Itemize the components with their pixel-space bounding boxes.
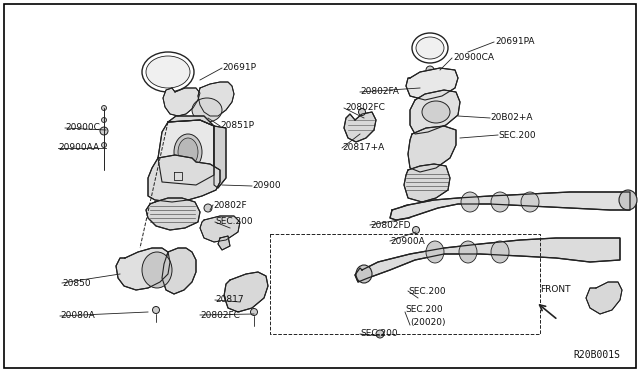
- Ellipse shape: [376, 330, 384, 338]
- Text: 20691P: 20691P: [222, 64, 256, 73]
- Text: 20900CA: 20900CA: [453, 54, 494, 62]
- Polygon shape: [390, 192, 630, 220]
- Text: 20817+A: 20817+A: [342, 144, 384, 153]
- Polygon shape: [410, 90, 460, 134]
- Polygon shape: [586, 282, 622, 314]
- Ellipse shape: [459, 241, 477, 263]
- Text: FRONT: FRONT: [540, 285, 570, 295]
- Ellipse shape: [491, 192, 509, 212]
- Text: 20900: 20900: [252, 182, 280, 190]
- Polygon shape: [200, 216, 240, 242]
- Text: 20802FC: 20802FC: [345, 103, 385, 112]
- Text: SEC.200: SEC.200: [408, 286, 445, 295]
- Ellipse shape: [174, 134, 202, 170]
- Text: 20802FD: 20802FD: [370, 221, 410, 230]
- Polygon shape: [162, 248, 196, 294]
- Text: 20802F: 20802F: [213, 201, 246, 209]
- Polygon shape: [146, 198, 200, 230]
- Ellipse shape: [102, 118, 106, 122]
- Text: 20850: 20850: [62, 279, 91, 288]
- Polygon shape: [148, 155, 220, 202]
- Polygon shape: [168, 116, 214, 126]
- Ellipse shape: [152, 307, 159, 314]
- Polygon shape: [408, 126, 456, 172]
- Polygon shape: [404, 164, 450, 202]
- Ellipse shape: [192, 98, 222, 122]
- Text: 20900AA: 20900AA: [58, 144, 99, 153]
- Ellipse shape: [619, 190, 637, 210]
- Ellipse shape: [100, 127, 108, 135]
- Ellipse shape: [426, 241, 444, 263]
- Text: 20851P: 20851P: [220, 122, 254, 131]
- Ellipse shape: [356, 265, 372, 283]
- Ellipse shape: [521, 192, 539, 212]
- Polygon shape: [218, 236, 230, 250]
- Text: 20900A: 20900A: [390, 237, 425, 246]
- Text: 20B02+A: 20B02+A: [490, 113, 532, 122]
- Text: 20691PA: 20691PA: [495, 38, 534, 46]
- Polygon shape: [355, 238, 620, 282]
- Text: SEC.200: SEC.200: [215, 218, 253, 227]
- Ellipse shape: [401, 205, 415, 215]
- Text: 20802FA: 20802FA: [360, 87, 399, 96]
- Polygon shape: [344, 112, 376, 142]
- Text: SEC.200: SEC.200: [498, 131, 536, 140]
- Ellipse shape: [204, 204, 212, 212]
- Ellipse shape: [491, 241, 509, 263]
- Ellipse shape: [146, 56, 190, 88]
- Text: 20080A: 20080A: [60, 311, 95, 321]
- Polygon shape: [158, 120, 214, 185]
- Text: SEC.200: SEC.200: [360, 330, 397, 339]
- Text: (20020): (20020): [410, 317, 445, 327]
- Ellipse shape: [416, 37, 444, 59]
- Ellipse shape: [358, 109, 365, 115]
- Ellipse shape: [102, 142, 106, 148]
- Ellipse shape: [142, 252, 172, 288]
- Ellipse shape: [102, 106, 106, 110]
- Polygon shape: [406, 68, 458, 100]
- Polygon shape: [174, 172, 182, 180]
- Ellipse shape: [422, 101, 450, 123]
- Text: 20900C: 20900C: [65, 124, 100, 132]
- Ellipse shape: [426, 66, 434, 74]
- Ellipse shape: [250, 308, 257, 315]
- Ellipse shape: [461, 192, 479, 212]
- Text: 20802FC: 20802FC: [200, 311, 240, 320]
- Text: SEC.200: SEC.200: [405, 305, 443, 314]
- Polygon shape: [224, 272, 268, 312]
- Ellipse shape: [413, 227, 419, 234]
- Polygon shape: [116, 248, 170, 290]
- Polygon shape: [163, 88, 200, 116]
- Polygon shape: [214, 126, 226, 188]
- Polygon shape: [198, 82, 234, 116]
- Text: 20817: 20817: [215, 295, 244, 305]
- Text: R20B001S: R20B001S: [573, 350, 620, 360]
- Ellipse shape: [178, 138, 198, 166]
